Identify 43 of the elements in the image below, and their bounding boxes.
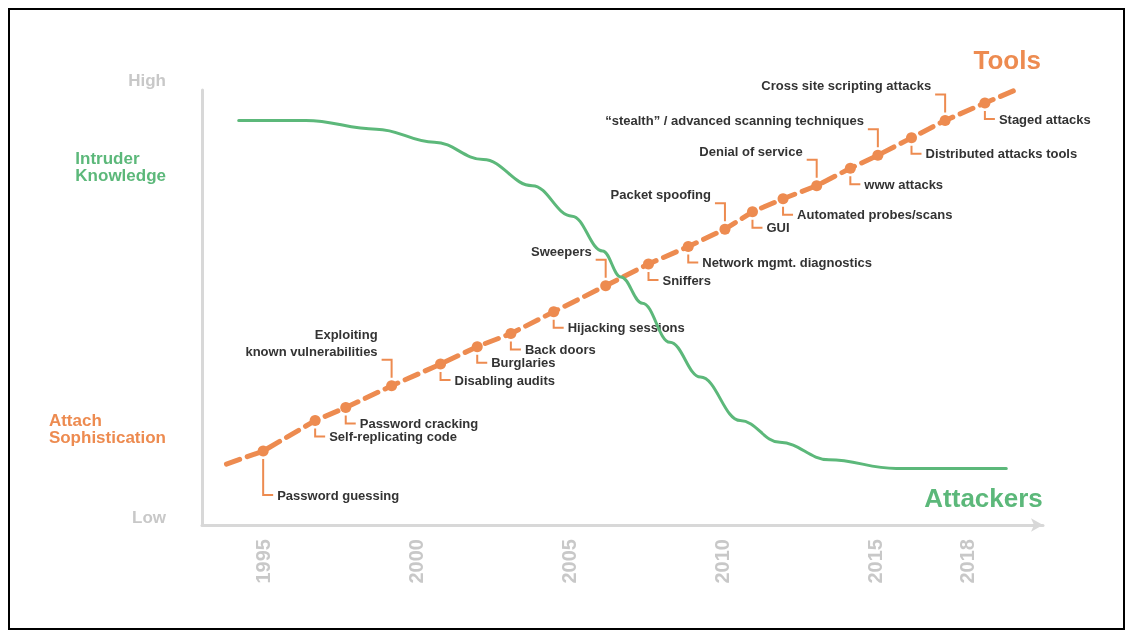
point [309, 415, 321, 427]
point [811, 180, 823, 192]
point [600, 280, 612, 292]
series-label: Tools [973, 45, 1041, 75]
point [777, 193, 789, 205]
annotation: Burglaries [491, 355, 556, 371]
text: Attach Sophistication [48, 411, 167, 447]
point [719, 223, 731, 235]
annotation: Sniffers [662, 272, 711, 288]
point [340, 402, 352, 414]
annotation: Distributed attacks tools [925, 146, 1078, 162]
annotation: Denial of service [699, 143, 803, 159]
point [505, 328, 517, 340]
point [435, 358, 447, 370]
point [643, 258, 654, 270]
annotation: Exploiting known vulnerabilities [245, 326, 378, 359]
annotation: Packet spoofing [610, 187, 711, 203]
annotation: Cross site scripting attacks [761, 78, 932, 94]
series-label: Attackers [924, 483, 1043, 514]
annotation: Sweepers [530, 243, 592, 259]
point [257, 445, 269, 457]
annotation: Network mgmt. diagnostics [702, 255, 872, 271]
annotation: Password guessing [277, 487, 400, 503]
annotation: Back doors [524, 342, 596, 358]
point [939, 114, 951, 126]
point [872, 149, 884, 161]
point [746, 206, 758, 218]
point [979, 97, 991, 109]
annotation: Self-replicating code [329, 429, 458, 445]
annotation: Disabling audits [454, 372, 555, 388]
annotation: Automated probes/scans [797, 207, 953, 223]
point [906, 132, 917, 144]
annotation: “stealth” / advanced scanning techniques [605, 113, 864, 129]
annotation: www attacks [863, 176, 944, 192]
point [844, 162, 856, 174]
point [386, 380, 398, 392]
point [682, 241, 694, 253]
annotation: Staged attacks [998, 111, 1091, 127]
point [548, 306, 560, 318]
annotation: Password cracking [359, 416, 479, 432]
point [471, 341, 483, 353]
text: Intruder Knowledge [75, 149, 166, 185]
annotation: GUI [766, 220, 790, 236]
